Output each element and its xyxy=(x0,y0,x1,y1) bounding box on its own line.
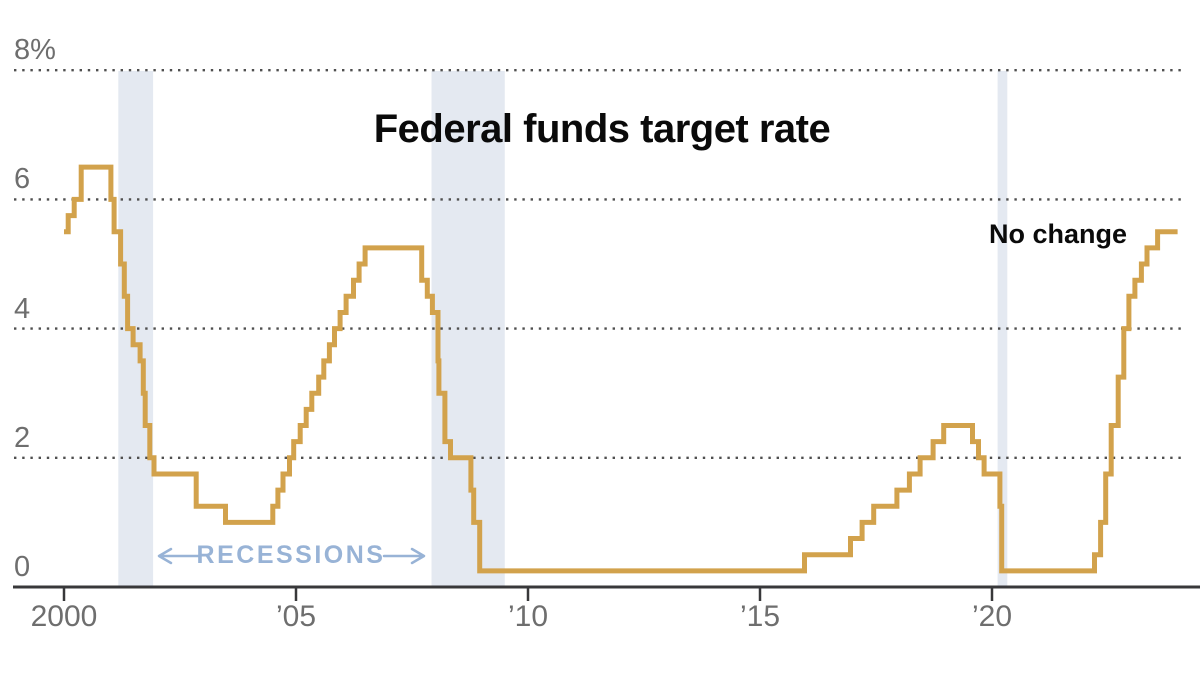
y-tick-label-2: 2 xyxy=(14,421,31,454)
recessions-label: RECESSIONS xyxy=(196,541,386,569)
x-tick-label-2000: 2000 xyxy=(30,600,98,633)
recession-band xyxy=(997,71,1008,587)
recession-band xyxy=(431,71,505,587)
x-tick-label-2005: ’05 xyxy=(275,600,317,633)
recession-band xyxy=(118,71,154,587)
no-change-annotation: No change xyxy=(988,219,1128,249)
x-axis xyxy=(13,585,1200,601)
x-tick-label-2015: ’15 xyxy=(739,600,781,633)
left-arrow-icon xyxy=(157,547,201,565)
y-tick-label-6: 6 xyxy=(14,163,31,196)
recession-bands xyxy=(118,71,1008,587)
x-tick-label-2010: ’10 xyxy=(507,600,549,633)
right-arrow-icon xyxy=(382,547,426,565)
recessions-arrows xyxy=(157,547,426,565)
y-tick-label-0: 0 xyxy=(14,551,31,583)
chart-title: Federal funds target rate xyxy=(373,107,831,151)
x-tick-label-2020: ’20 xyxy=(971,600,1013,633)
rate-line-group xyxy=(64,164,1178,574)
gridlines xyxy=(14,68,1183,459)
y-tick-label-8: 8% xyxy=(14,34,56,67)
fed-funds-line xyxy=(64,164,1178,574)
y-tick-label-4: 4 xyxy=(14,292,31,325)
